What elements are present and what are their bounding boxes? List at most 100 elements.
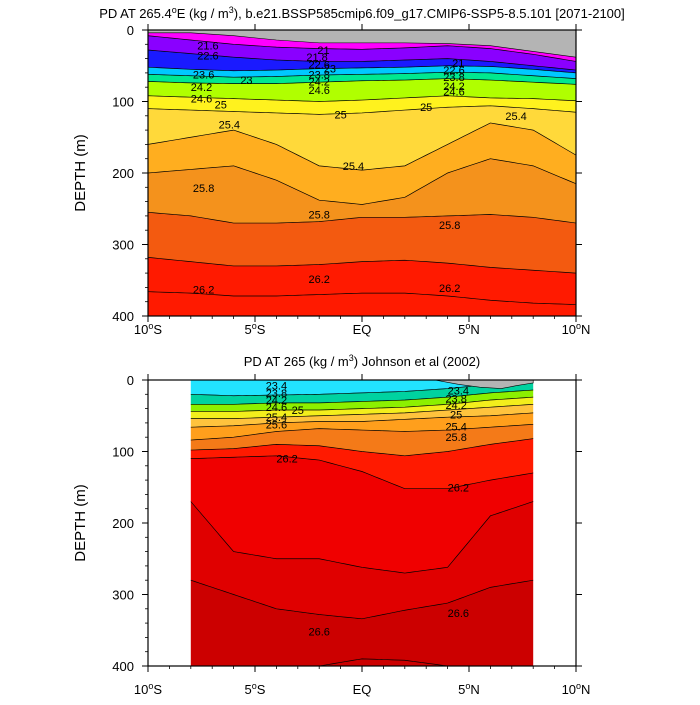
contour-label: 21 bbox=[452, 58, 464, 70]
contour-band-21 bbox=[148, 35, 576, 71]
y-tick-label: 300 bbox=[112, 588, 134, 603]
contour-label: 25.8 bbox=[445, 432, 466, 444]
y-axis-label: DEPTH (m) bbox=[72, 484, 89, 562]
contour-label: 26.6 bbox=[308, 627, 329, 639]
contour-label: 24.2 bbox=[191, 82, 212, 94]
contour-line-25.6 bbox=[190, 423, 534, 441]
contour-line-22 bbox=[148, 49, 576, 71]
contour-label: 21.8 bbox=[306, 52, 327, 64]
y-tick-label: 0 bbox=[127, 373, 134, 388]
contour-label: 23.8 bbox=[308, 69, 329, 81]
contour-line-26.6 bbox=[190, 658, 534, 666]
contour-line-25.8 bbox=[190, 438, 534, 457]
contour-label: 24.6 bbox=[443, 86, 464, 98]
contour-label: 23.8 bbox=[445, 394, 466, 406]
contour-label: 25 bbox=[420, 102, 432, 114]
contour-band-25.8 bbox=[190, 438, 534, 489]
contour-label: 24.6 bbox=[308, 85, 329, 97]
x-tick-label: EQ bbox=[353, 322, 372, 337]
contour-label: 25.8 bbox=[193, 183, 214, 195]
contour-line-23 bbox=[148, 65, 576, 74]
contour-line-25 bbox=[190, 403, 534, 419]
contour-line-26.2 bbox=[148, 291, 576, 305]
contour-label: 25 bbox=[292, 405, 304, 417]
contour-label: 24.2 bbox=[308, 76, 329, 88]
contour-line-24 bbox=[148, 71, 576, 79]
x-tick-label: 10oN bbox=[562, 681, 591, 697]
contour-band-26.6 bbox=[190, 658, 534, 666]
contour-label: 25 bbox=[450, 409, 462, 421]
contour-label: 25.6 bbox=[266, 419, 287, 431]
contour-label: 26.6 bbox=[448, 608, 469, 620]
contour-line-26.4 bbox=[190, 579, 534, 620]
contour-line-25.8 bbox=[148, 211, 576, 224]
contour-line-25.6 bbox=[148, 158, 576, 205]
contour-band-25.4 bbox=[190, 412, 534, 441]
contour-label: 21.6 bbox=[197, 41, 218, 53]
y-tick-label: 400 bbox=[112, 659, 134, 674]
contour-label: 24.2 bbox=[266, 395, 287, 407]
contour-line-26 bbox=[148, 257, 576, 274]
contour-band-25.2 bbox=[148, 105, 576, 171]
contour-label: 26.2 bbox=[448, 482, 469, 494]
contour-label: 25 bbox=[215, 99, 227, 111]
contour-label: 22.6 bbox=[197, 51, 218, 63]
contour-label: 24.6 bbox=[191, 94, 212, 106]
contour-label: 26.2 bbox=[276, 454, 297, 466]
contour-band-26 bbox=[148, 257, 576, 305]
contour-line-26 bbox=[190, 455, 534, 490]
chart-title: PD AT 265.4oE (kg / m3), b.e21.BSSP585cm… bbox=[99, 5, 625, 21]
contour-label: 24.2 bbox=[443, 81, 464, 93]
contour-label: 26.2 bbox=[193, 285, 214, 297]
contour-label: 25.4 bbox=[505, 111, 526, 123]
contour-label: 25.4 bbox=[266, 412, 287, 424]
contour-band-surface-cap bbox=[148, 30, 576, 58]
contour-band-23 bbox=[148, 65, 576, 79]
contour-label: 25 bbox=[334, 109, 346, 121]
y-axis-label: DEPTH (m) bbox=[72, 134, 89, 212]
contour-label: 22.6 bbox=[443, 65, 464, 77]
contour-label: 23.4 bbox=[266, 381, 287, 393]
contour-line-21 bbox=[148, 35, 576, 62]
contour-label: 23.4 bbox=[448, 386, 469, 398]
y-tick-label: 100 bbox=[112, 445, 134, 460]
contour-band-24 bbox=[148, 72, 576, 85]
x-tick-label: 5oS bbox=[245, 321, 266, 337]
contour-label: 25.8 bbox=[308, 209, 329, 221]
contour-line-24.6 bbox=[190, 396, 534, 412]
contour-line-25.4 bbox=[190, 412, 534, 428]
contour-band-25.6 bbox=[148, 158, 576, 224]
y-tick-label: 200 bbox=[112, 516, 134, 531]
x-tick-label: 5oN bbox=[458, 321, 480, 337]
contour-label: 25.8 bbox=[439, 220, 460, 232]
contour-label: 26.2 bbox=[308, 274, 329, 286]
contour-label: 25.4 bbox=[445, 421, 466, 433]
y-tick-label: 100 bbox=[112, 95, 134, 110]
contour-line-25.4 bbox=[148, 122, 576, 171]
y-tick-label: 200 bbox=[112, 166, 134, 181]
contour-label: 23 bbox=[240, 75, 252, 87]
contour-label: 24.6 bbox=[266, 402, 287, 414]
contour-band-26.4 bbox=[190, 580, 534, 666]
contour-band-26.2 bbox=[148, 291, 576, 316]
y-tick-label: 0 bbox=[127, 23, 134, 38]
contour-label: 23 bbox=[324, 64, 336, 76]
x-tick-label: 5oN bbox=[458, 681, 480, 697]
contour-label: 26.2 bbox=[439, 283, 460, 295]
contour-band-26.2 bbox=[190, 501, 534, 619]
contour-band-23 bbox=[190, 382, 534, 405]
x-tick-label: 5oS bbox=[245, 681, 266, 697]
x-tick-label: 10oN bbox=[562, 321, 591, 337]
contour-label: 25.4 bbox=[219, 119, 240, 131]
contour-band-24.6 bbox=[148, 78, 576, 102]
x-tick-label: EQ bbox=[353, 682, 372, 697]
contour-line-24 bbox=[190, 389, 534, 405]
contour-label: 25.4 bbox=[343, 161, 364, 173]
y-tick-label: 300 bbox=[112, 238, 134, 253]
contour-line-25 bbox=[148, 95, 576, 102]
contour-band-surface bbox=[190, 380, 534, 396]
contour-label: 23.8 bbox=[266, 388, 287, 400]
